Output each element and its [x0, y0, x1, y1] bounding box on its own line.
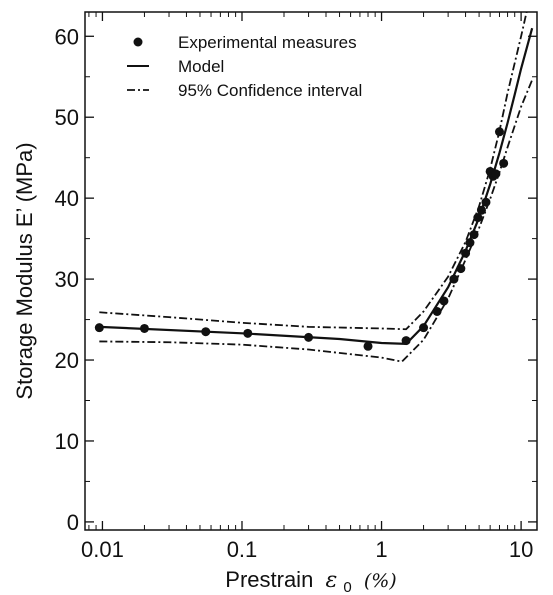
data-point	[456, 264, 466, 274]
data-point	[201, 327, 211, 337]
x-tick-label: 0.1	[227, 537, 258, 562]
ci-upper-line	[99, 12, 528, 331]
points-layer	[94, 127, 509, 351]
data-point	[481, 197, 491, 207]
ci-lower-line	[99, 79, 533, 363]
data-point	[139, 323, 149, 333]
x-axis-label-symbol: ε	[325, 568, 337, 593]
data-point	[473, 213, 483, 223]
y-tick-label: 50	[55, 105, 79, 130]
x-axis-label-subscript: 0	[343, 579, 351, 595]
y-tick-label: 30	[55, 267, 79, 292]
ticks-layer: 0.01 0.1 1 10 0 10 20 30 40 50 60	[55, 12, 537, 562]
legend-label-ci: 95% Confidence interval	[178, 81, 362, 100]
legend-label-model: Model	[178, 57, 224, 76]
data-point	[476, 205, 486, 215]
legend-marker-experimental	[133, 37, 143, 47]
legend-label-experimental: Experimental measures	[178, 33, 357, 52]
data-point	[449, 274, 459, 284]
data-point	[494, 127, 504, 137]
x-axis-label-text: Prestrain	[225, 567, 313, 592]
data-point	[439, 296, 449, 306]
plot-frame	[84, 11, 538, 531]
data-point	[304, 332, 314, 342]
data-point	[461, 248, 471, 258]
confidence-interval-layer	[99, 12, 533, 363]
x-tick-label: 10	[509, 537, 533, 562]
data-point	[491, 169, 501, 179]
y-tick-label: 40	[55, 186, 79, 211]
y-tick-label: 0	[67, 510, 79, 535]
legend: Experimental measures Model 95% Confiden…	[127, 33, 362, 100]
data-point	[432, 306, 442, 316]
data-point	[469, 230, 479, 240]
data-point	[465, 238, 475, 248]
x-tick-label: 1	[375, 537, 387, 562]
data-point	[401, 336, 411, 346]
x-axis-label-unit: (%)	[364, 570, 397, 592]
x-axis-label: Prestrain ε 0 (%)	[225, 567, 396, 595]
data-point	[499, 158, 509, 168]
y-tick-label: 20	[55, 348, 79, 373]
x-tick-label: 0.01	[81, 537, 124, 562]
y-tick-label: 60	[55, 24, 79, 49]
data-point	[94, 323, 104, 333]
y-tick-label: 10	[55, 429, 79, 454]
model-layer	[99, 27, 534, 345]
y-axis-label: Storage Modulus E’ (MPa)	[12, 142, 37, 399]
data-point	[419, 323, 429, 333]
model-line	[99, 27, 534, 345]
data-point	[243, 328, 253, 338]
data-point	[363, 341, 373, 351]
